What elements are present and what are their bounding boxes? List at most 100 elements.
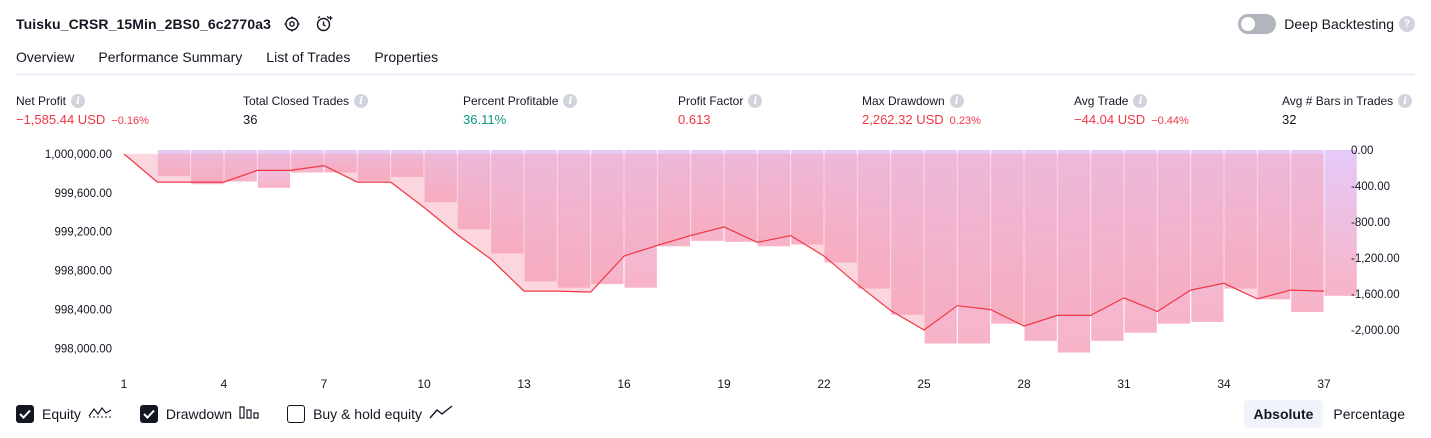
right-axis-tick: -1,200.00: [1351, 253, 1400, 265]
x-axis-tick: 13: [517, 377, 531, 391]
drawdown-bar: [257, 150, 291, 188]
metric-percent: −0.44%: [1151, 115, 1189, 127]
x-axis-tick: 22: [817, 377, 831, 391]
metric-label: Total Closed Trades: [243, 94, 350, 108]
right-axis-tick: -2,000.00: [1351, 325, 1400, 337]
drawdown-bar: [1191, 150, 1224, 322]
toggle-knob: [1241, 17, 1256, 31]
drawdown-bar: [457, 150, 491, 230]
metric-value: −44.04 USD: [1074, 112, 1146, 127]
drawdown-bar: [524, 150, 557, 282]
tab-list-of-trades[interactable]: List of Trades: [266, 49, 351, 65]
tab-overview[interactable]: Overview: [16, 44, 75, 76]
metric-value: 32: [1282, 112, 1297, 127]
metric-label: Profit Factor: [678, 94, 744, 108]
left-axis-tick: 998,000.00: [54, 344, 112, 356]
legend-label: Equity: [42, 406, 81, 422]
x-axis-tick: 25: [917, 377, 931, 391]
drawdown-bar: [191, 150, 224, 185]
drawdown-bar: [1024, 150, 1057, 341]
metric-avg-trade: Avg Trade i −44.04 USD −0.44%: [1074, 92, 1189, 127]
deep-backtesting-toggle[interactable]: [1238, 14, 1277, 34]
strategy-header: Tuisku_CRSR_15Min_2BS0_6c2770a3: [16, 12, 335, 36]
info-icon[interactable]: i: [563, 94, 578, 108]
metric-value: 2,262.32 USD: [862, 112, 944, 127]
metric-percent: 0.23%: [949, 115, 981, 127]
deep-backtesting: Deep Backtesting ?: [1238, 12, 1415, 36]
info-icon[interactable]: i: [71, 94, 86, 108]
drawdown-bar: [324, 150, 357, 173]
drawdown-bar: [657, 150, 691, 247]
buy-hold-checkbox[interactable]: [287, 405, 306, 423]
drawdown-bar: [391, 150, 424, 177]
x-axis-tick: 19: [717, 377, 731, 391]
left-axis-tick: 1,000,000.00: [45, 149, 112, 161]
metric-value: −1,585.44 USD: [16, 112, 106, 127]
drawdown-bar: [157, 150, 191, 177]
drawdown-bar: [724, 150, 757, 242]
metric-max-drawdown: Max Drawdown i 2,262.32 USD 0.23%: [862, 92, 981, 127]
drawdown-bar: [791, 150, 824, 245]
metric-value: 36: [243, 112, 258, 127]
drawdown-bar: [1257, 150, 1291, 300]
drawdown-bar: [1324, 150, 1357, 296]
right-axis-tick: -1,600.00: [1351, 289, 1400, 301]
x-axis-tick: 37: [1317, 377, 1331, 391]
info-icon[interactable]: i: [354, 94, 369, 108]
metric-total-closed-trades: Total Closed Trades i 36: [243, 92, 369, 127]
x-axis-tick: 1: [121, 377, 128, 391]
x-axis-tick: 4: [221, 377, 228, 391]
strategy-name: Tuisku_CRSR_15Min_2BS0_6c2770a3: [16, 16, 271, 32]
equity-checkbox[interactable]: [16, 405, 34, 423]
drawdown-bar: [557, 150, 591, 288]
equity-area: [124, 153, 1324, 330]
add-alert-icon[interactable]: [313, 13, 335, 35]
drawdown-bar: [1124, 150, 1157, 333]
left-axis-tick: 998,800.00: [54, 266, 112, 278]
metric-label: Percent Profitable: [463, 94, 559, 108]
legend-buy-hold[interactable]: Buy & hold equity: [287, 404, 453, 425]
percentage-button[interactable]: Percentage: [1333, 406, 1405, 422]
x-axis-tick: 7: [321, 377, 328, 391]
x-axis-tick: 34: [1217, 377, 1231, 391]
metric-value: 36.11%: [463, 112, 507, 127]
legend-equity[interactable]: Equity: [16, 404, 112, 425]
left-axis-tick: 999,600.00: [54, 188, 112, 200]
drawdown-bar: [424, 150, 457, 203]
tab-properties[interactable]: Properties: [374, 49, 439, 65]
drawdown-bar: [957, 150, 991, 344]
deep-backtesting-label: Deep Backtesting: [1284, 16, 1394, 32]
drawdown-bar: [857, 150, 891, 289]
metric-value: 0.613: [678, 112, 711, 127]
absolute-button[interactable]: Absolute: [1243, 400, 1324, 428]
tab-bar: Overview Performance Summary List of Tra…: [16, 44, 462, 76]
legend-drawdown[interactable]: Drawdown: [139, 404, 259, 425]
left-axis-tick: 999,200.00: [54, 227, 112, 239]
drawdown-checkbox[interactable]: [139, 405, 158, 423]
drawdown-bar: [757, 150, 791, 247]
drawdown-bar: [1057, 150, 1091, 353]
info-icon[interactable]: i: [1398, 94, 1413, 108]
legend-label: Drawdown: [165, 406, 233, 422]
drawdown-bar: [1091, 150, 1124, 341]
drawdown-bar: [624, 150, 657, 288]
drawdown-bar: [491, 150, 524, 254]
x-axis-tick: 28: [1017, 377, 1031, 391]
info-icon[interactable]: i: [748, 94, 763, 108]
metrics-row: Net Profit i −1,585.44 USD −0.16% Total Cl…: [16, 92, 1415, 132]
info-icon[interactable]: i: [1133, 94, 1148, 108]
metric-profit-factor: Profit Factor i 0.613: [678, 92, 763, 127]
metric-percent-profitable: Percent Profitable i 36.11%: [463, 92, 578, 127]
metric-label: Net Profit: [16, 94, 67, 108]
help-icon[interactable]: ?: [1399, 16, 1415, 32]
drawdown-bars-icon: [239, 404, 259, 425]
drawdown-bar: [691, 150, 724, 241]
info-icon[interactable]: i: [949, 94, 964, 108]
settings-icon[interactable]: [281, 13, 303, 35]
right-axis-tick: -400.00: [1351, 181, 1390, 193]
equity-drawdown-chart[interactable]: 1,000,000.00 999,600.00 999,200.00 998,800.…: [0, 138, 1431, 396]
right-axis-tick: -800.00: [1351, 217, 1390, 229]
metric-net-profit: Net Profit i −1,585.44 USD −0.16%: [16, 92, 149, 127]
right-axis-tick: 0.00: [1351, 145, 1373, 157]
tab-performance-summary[interactable]: Performance Summary: [98, 49, 243, 65]
